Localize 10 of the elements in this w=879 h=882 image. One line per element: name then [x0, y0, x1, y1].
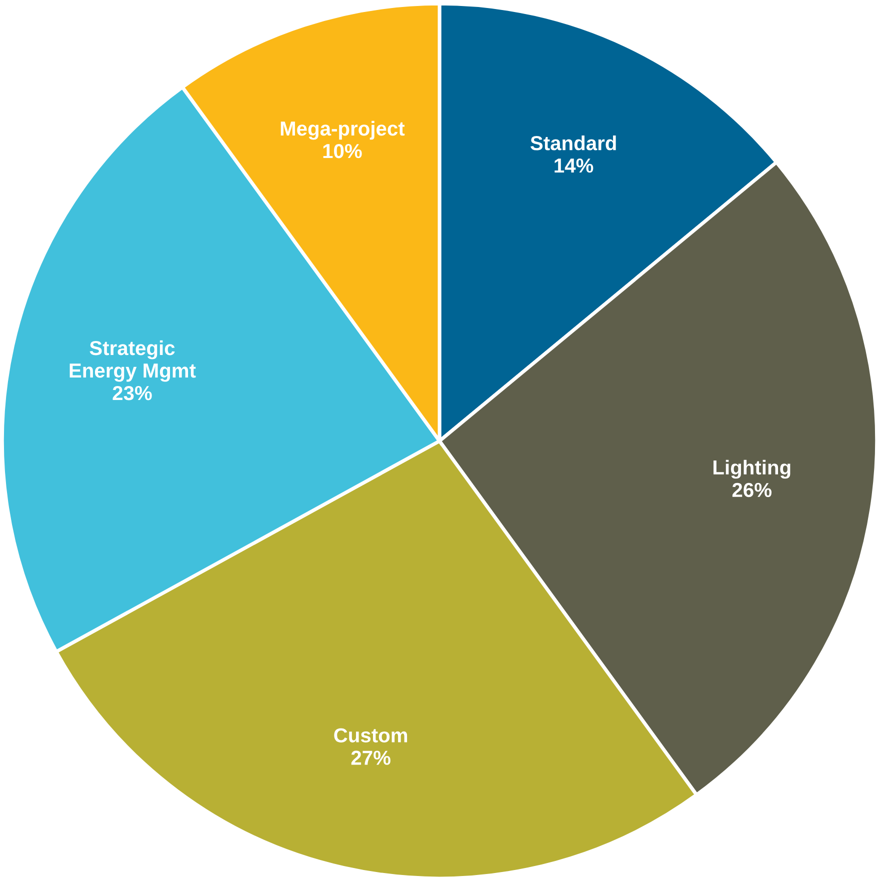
data-label: 14% — [554, 158, 594, 173]
slice-label: Lighting — [714, 460, 790, 479]
data-label: 27% — [351, 750, 390, 765]
data-label: 26% — [732, 482, 772, 498]
data-label: 10% — [323, 144, 362, 158]
slice-label: Strategic Energy Mgmt — [70, 340, 196, 382]
slice-label: Custom — [334, 728, 408, 742]
data-label: 23% — [112, 386, 152, 400]
slice-label: Mega-project — [280, 120, 405, 140]
slice-label: Standard — [530, 136, 616, 150]
